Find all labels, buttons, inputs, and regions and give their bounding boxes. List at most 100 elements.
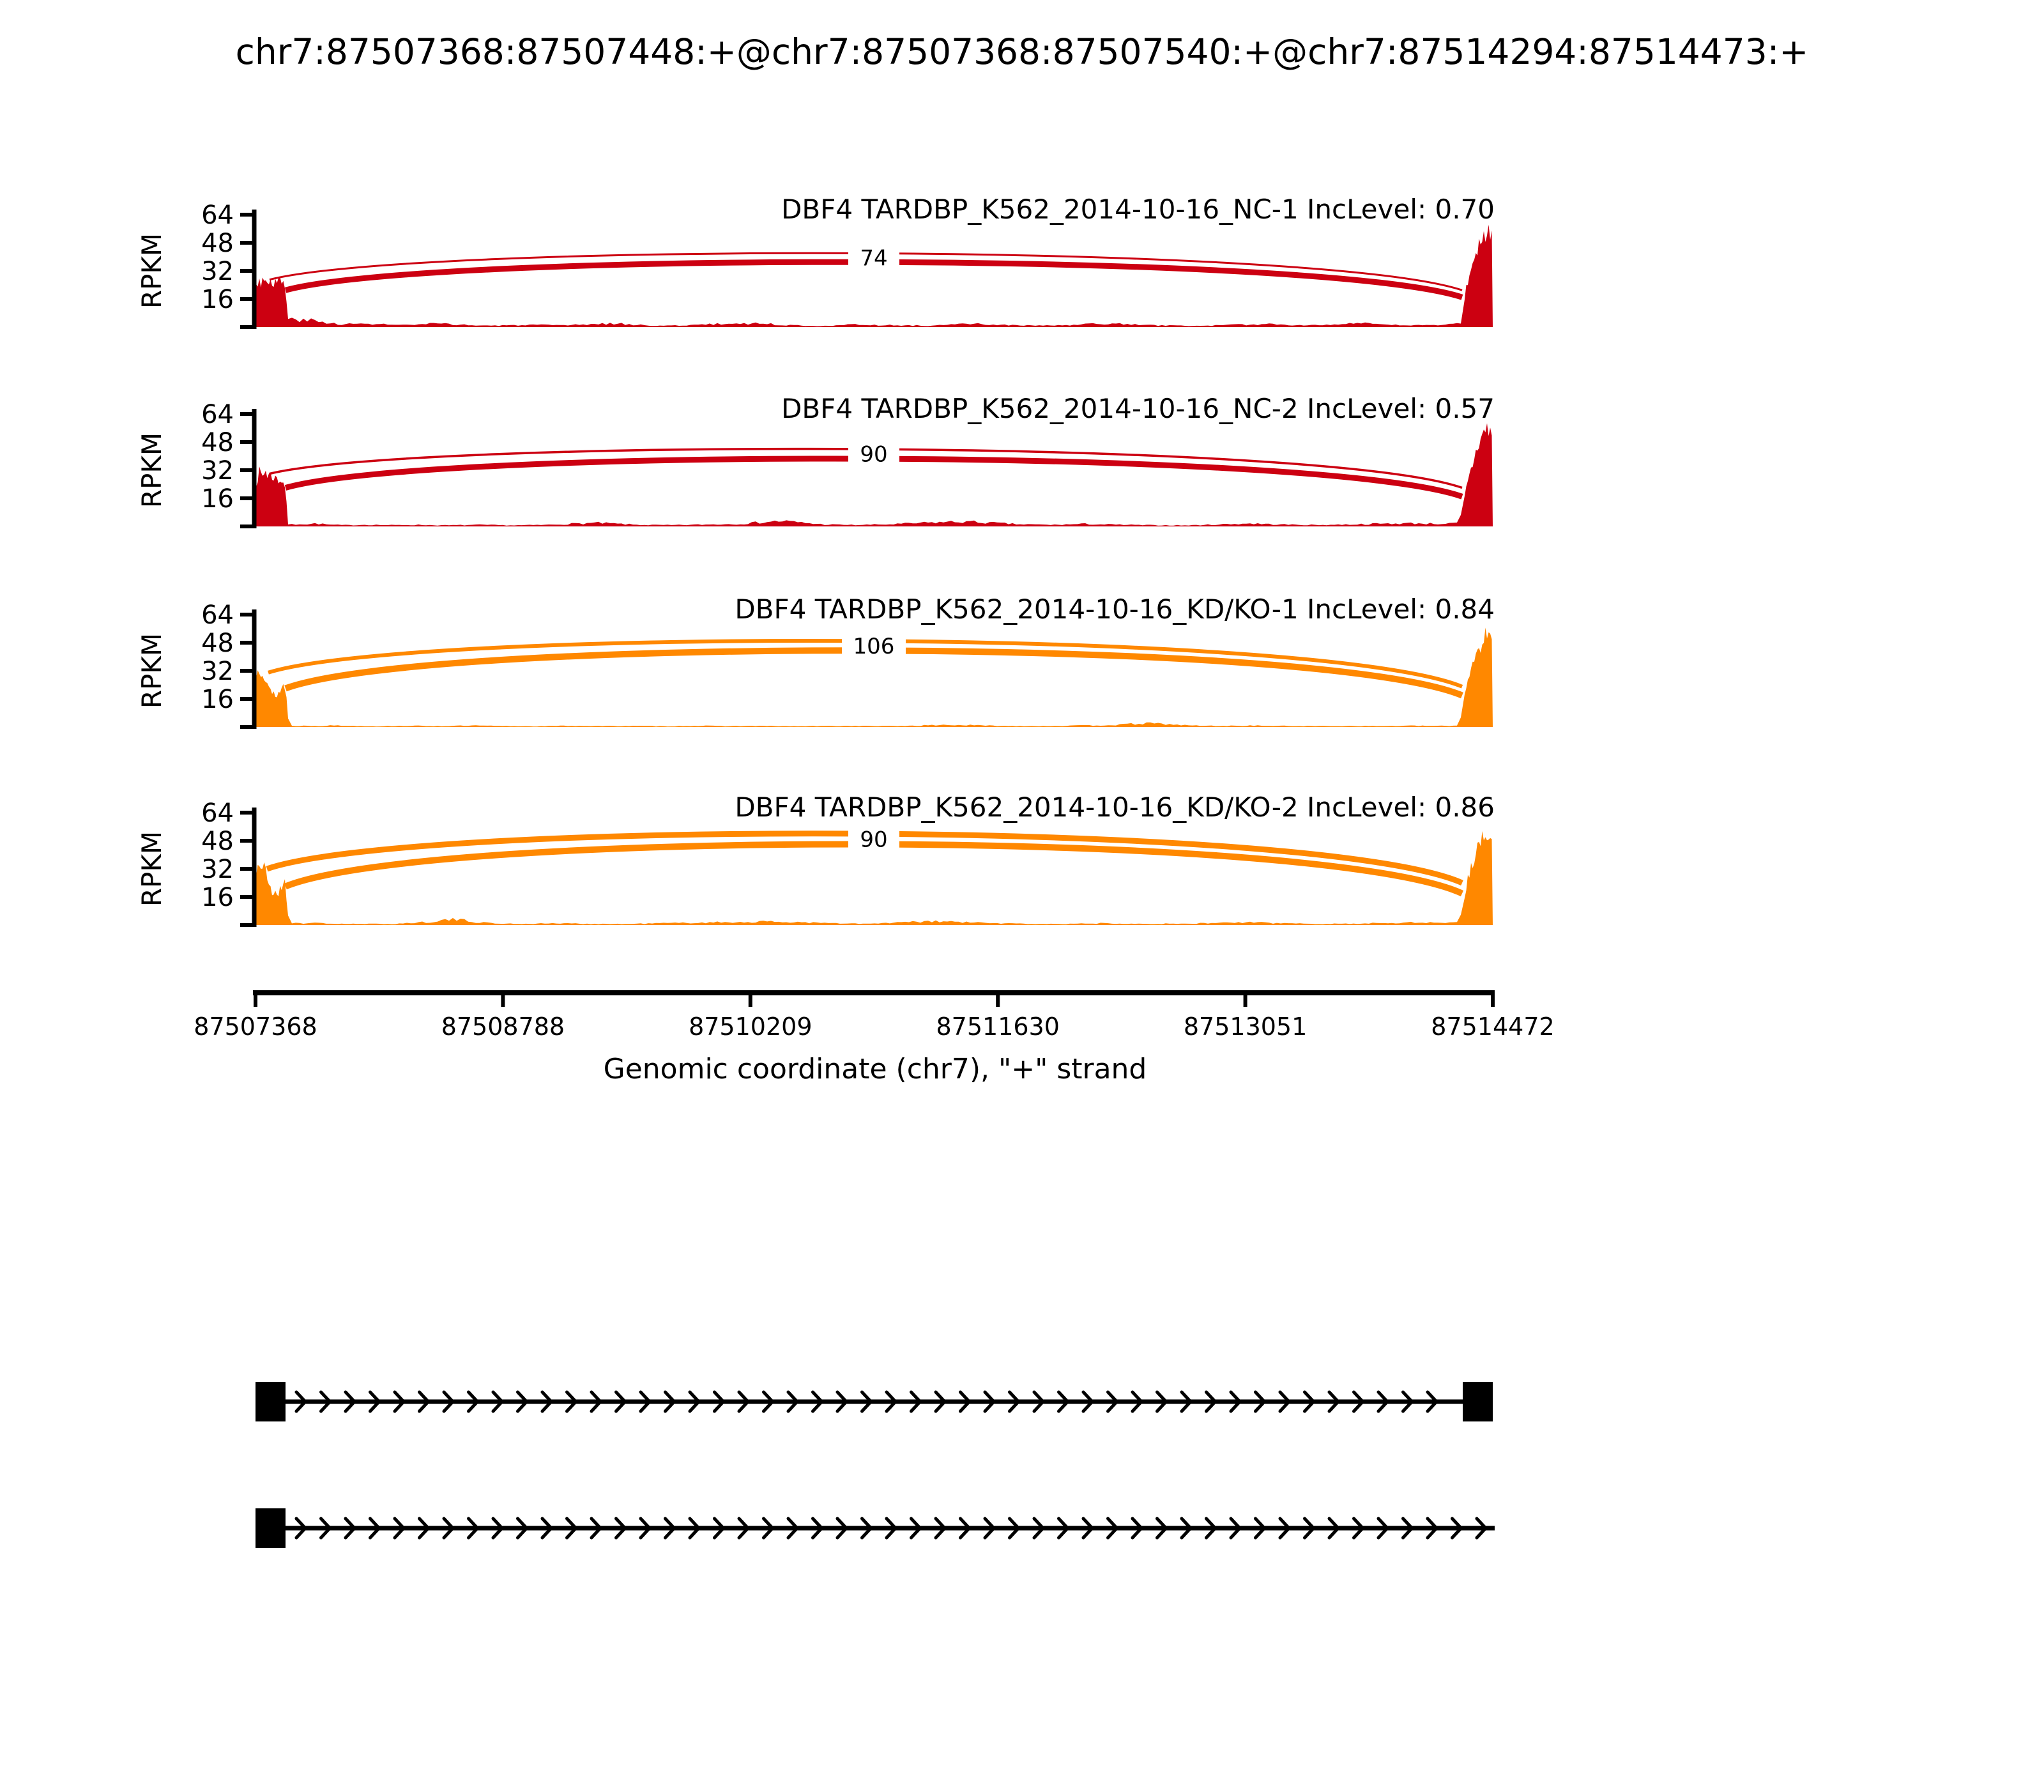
x-tick-label: 87510209 <box>689 1013 812 1041</box>
strand-direction-arrow-icon <box>565 1390 578 1413</box>
x-tick-label: 87507368 <box>194 1013 317 1041</box>
strand-direction-arrow-icon <box>1426 1517 1439 1540</box>
strand-direction-arrow-icon <box>1131 1517 1144 1540</box>
strand-direction-arrow-icon <box>737 1390 751 1413</box>
strand-direction-arrow-icon <box>1008 1390 1021 1413</box>
strand-direction-arrow-icon <box>1057 1517 1070 1540</box>
strand-direction-arrow-icon <box>1278 1390 1292 1413</box>
strand-direction-arrow-icon <box>934 1517 947 1540</box>
y-tick-label: 32 <box>201 657 234 686</box>
strand-direction-arrow-icon <box>835 1390 849 1413</box>
junction-label-background <box>848 243 899 273</box>
strand-direction-arrow-icon <box>713 1517 726 1540</box>
strand-direction-arrow-icon <box>1032 1390 1046 1413</box>
sashimi-track: 106 DBF4 TARDBP_K562_2014-10-16_KD/KO-1 I… <box>136 594 1495 729</box>
strand-direction-arrow-icon <box>1180 1517 1193 1540</box>
strand-direction-arrow-icon <box>491 1390 505 1413</box>
strand-direction-arrow-icon <box>664 1390 676 1413</box>
strand-direction-arrow-icon <box>1032 1517 1046 1540</box>
rpkm-axis-label: RPKM <box>136 831 167 907</box>
strand-direction-arrow-icon <box>1081 1390 1095 1413</box>
strand-direction-arrow-icon <box>983 1390 996 1413</box>
strand-direction-arrow-icon <box>1327 1517 1341 1540</box>
isoform-skipping <box>256 1508 1495 1548</box>
x-tick-label: 87508788 <box>441 1013 565 1041</box>
strand-direction-arrow-icon <box>786 1517 800 1540</box>
strand-direction-arrow-icon <box>959 1517 972 1540</box>
strand-direction-arrow-icon <box>516 1390 529 1413</box>
strand-direction-arrow-icon <box>294 1517 308 1540</box>
y-tick-label: 48 <box>201 229 234 258</box>
junction-count-label: 90 <box>860 442 887 468</box>
x-axis-title: Genomic coordinate (chr7), "+" strand <box>604 1053 1147 1085</box>
strand-direction-arrow-icon <box>1254 1517 1267 1540</box>
strand-direction-arrow-icon <box>1180 1390 1193 1413</box>
strand-direction-arrow-icon <box>491 1517 505 1540</box>
strand-direction-arrow-icon <box>1205 1517 1217 1540</box>
strand-direction-arrow-icon <box>885 1390 898 1413</box>
strand-direction-arrow-icon <box>1377 1390 1390 1413</box>
strand-direction-arrow-icon <box>1008 1517 1021 1540</box>
rpkm-axis-label: RPKM <box>136 633 167 708</box>
strand-direction-arrow-icon <box>688 1517 701 1540</box>
strand-direction-arrow-icon <box>1352 1390 1365 1413</box>
isoform-inclusion <box>256 1382 1493 1421</box>
strand-direction-arrow-icon <box>1303 1517 1316 1540</box>
rpkm-axis-label: RPKM <box>136 233 167 309</box>
strand-direction-arrow-icon <box>1057 1390 1070 1413</box>
sashimi-track: 90 DBF4 TARDBP_K562_2014-10-16_KD/KO-2 In… <box>136 792 1495 927</box>
strand-direction-arrow-icon <box>540 1390 554 1413</box>
coverage-tracks: 74 DBF4 TARDBP_K562_2014-10-16_NC-1 IncLe… <box>136 194 1495 927</box>
strand-direction-arrow-icon <box>565 1517 578 1540</box>
y-tick-label: 16 <box>201 883 234 912</box>
strand-direction-arrow-icon <box>762 1390 775 1413</box>
y-tick-label: 48 <box>201 428 234 457</box>
rpkm-axis-label: RPKM <box>136 433 167 508</box>
strand-direction-arrow-icon <box>1106 1517 1119 1540</box>
strand-direction-arrow-icon <box>344 1517 357 1540</box>
strand-direction-arrow-icon <box>1303 1390 1316 1413</box>
strand-direction-arrow-icon <box>1377 1517 1390 1540</box>
strand-direction-arrow-icon <box>1352 1517 1365 1540</box>
strand-direction-arrow-icon <box>1229 1517 1242 1540</box>
track-title: DBF4 TARDBP_K562_2014-10-16_NC-1 IncLeve… <box>781 194 1495 225</box>
y-tick-label: 48 <box>201 629 234 658</box>
plot-title: chr7:87507368:87507448:+@chr7:87507368:8… <box>236 31 1809 72</box>
sashimi-track: 90 DBF4 TARDBP_K562_2014-10-16_NC-2 IncLe… <box>136 393 1495 528</box>
strand-direction-arrow-icon <box>1401 1390 1414 1413</box>
exon-box <box>256 1382 286 1421</box>
strand-direction-arrow-icon <box>1155 1517 1168 1540</box>
strand-direction-arrow-icon <box>762 1517 775 1540</box>
strand-direction-arrow-icon <box>885 1517 898 1540</box>
strand-direction-arrow-icon <box>1327 1390 1341 1413</box>
strand-direction-arrow-icon <box>614 1390 627 1413</box>
strand-direction-arrow-icon <box>1106 1390 1119 1413</box>
strand-direction-arrow-icon <box>688 1390 701 1413</box>
y-tick-label: 16 <box>201 685 234 714</box>
track-title: DBF4 TARDBP_K562_2014-10-16_NC-2 IncLeve… <box>781 393 1495 424</box>
strand-direction-arrow-icon <box>393 1517 406 1540</box>
strand-direction-arrow-icon <box>1155 1390 1168 1413</box>
strand-direction-arrow-icon <box>934 1390 947 1413</box>
strand-direction-arrow-icon <box>393 1390 406 1413</box>
strand-direction-arrow-icon <box>1451 1517 1463 1540</box>
strand-direction-arrow-icon <box>590 1517 603 1540</box>
strand-direction-arrow-icon <box>467 1517 480 1540</box>
strand-direction-arrow-icon <box>418 1517 431 1540</box>
strand-direction-arrow-icon <box>811 1517 824 1540</box>
strand-direction-arrow-icon <box>369 1390 381 1413</box>
y-tick-label: 32 <box>201 855 234 884</box>
isoform-structures <box>256 1382 1495 1548</box>
strand-direction-arrow-icon <box>959 1390 972 1413</box>
strand-direction-arrow-icon <box>1205 1390 1217 1413</box>
strand-direction-arrow-icon <box>516 1517 529 1540</box>
strand-direction-arrow-icon <box>1475 1517 1488 1540</box>
junction-label-background <box>848 439 899 469</box>
strand-direction-arrow-icon <box>418 1390 431 1413</box>
y-tick-label: 64 <box>201 400 234 429</box>
junction-label-background <box>842 631 906 661</box>
strand-direction-arrow-icon <box>1081 1517 1095 1540</box>
sashimi-track: 74 DBF4 TARDBP_K562_2014-10-16_NC-1 IncLe… <box>136 194 1495 329</box>
strand-direction-arrow-icon <box>910 1517 922 1540</box>
